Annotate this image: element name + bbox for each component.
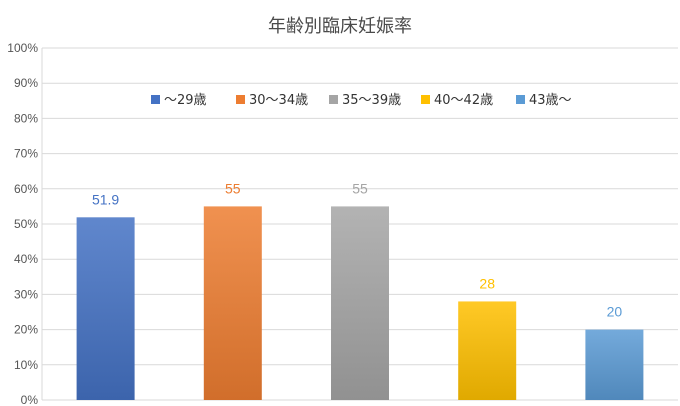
y-tick-label: 60% bbox=[14, 182, 38, 196]
data-label-3: 28 bbox=[479, 275, 495, 291]
legend-swatch-0 bbox=[151, 95, 160, 104]
data-label-1: 55 bbox=[225, 180, 241, 196]
legend-swatch-1 bbox=[236, 95, 245, 104]
chart-title: 年齢別臨床妊娠率 bbox=[268, 16, 412, 37]
legend: ～29歳 30～34歳 35～39歳 40～42歳 43歳～ bbox=[151, 93, 572, 108]
y-tick-label: 50% bbox=[14, 217, 38, 231]
y-tick-label: 80% bbox=[14, 111, 38, 125]
bar-2 bbox=[331, 206, 389, 400]
legend-label-0: ～29歳 bbox=[164, 93, 207, 108]
y-tick-label: 20% bbox=[14, 323, 38, 337]
y-tick-label: 40% bbox=[14, 252, 38, 266]
bar-1 bbox=[203, 206, 262, 400]
y-tick-label: 0% bbox=[21, 393, 39, 406]
y-tick-label: 90% bbox=[14, 76, 38, 90]
bar-3 bbox=[458, 301, 517, 400]
data-label-4: 20 bbox=[607, 304, 623, 320]
y-tick-label: 30% bbox=[14, 287, 38, 301]
y-tick-label: 100% bbox=[7, 41, 38, 55]
legend-label-2: 35～39歳 bbox=[342, 93, 401, 108]
data-labels: 51.9 55 55 28 20 bbox=[92, 180, 622, 319]
y-axis-ticks: 0% 10% 20% 30% 40% 50% 60% 70% 80% 90% 100% bbox=[7, 41, 38, 406]
data-label-2: 55 bbox=[352, 180, 368, 196]
y-tick-label: 70% bbox=[14, 147, 38, 161]
legend-label-4: 43歳～ bbox=[529, 93, 572, 108]
legend-swatch-4 bbox=[516, 95, 525, 104]
bars bbox=[76, 206, 644, 400]
bar-4 bbox=[585, 329, 644, 400]
data-label-0: 51.9 bbox=[92, 191, 119, 207]
bar-0 bbox=[76, 217, 135, 400]
legend-label-1: 30～34歳 bbox=[249, 93, 308, 108]
legend-label-3: 40～42歳 bbox=[434, 93, 493, 108]
legend-swatch-2 bbox=[329, 95, 338, 104]
y-tick-label: 10% bbox=[14, 358, 38, 372]
legend-swatch-3 bbox=[421, 95, 430, 104]
